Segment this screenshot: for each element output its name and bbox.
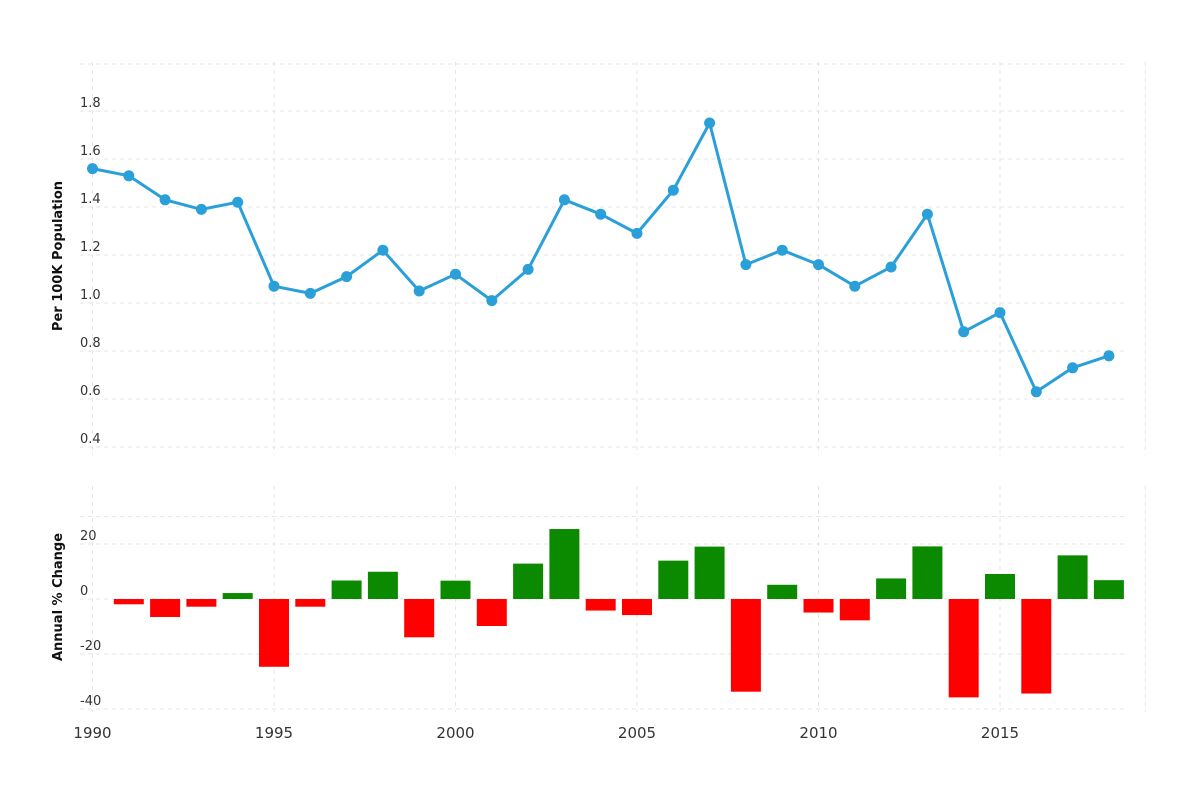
bar-2012 [876, 578, 907, 599]
bar-1998 [367, 571, 398, 599]
bar-2001 [476, 599, 507, 627]
bar-2006 [658, 560, 689, 599]
x-tick-label: 2010 [799, 724, 837, 742]
top-y-tick-label: 1.8 [80, 96, 101, 111]
bar-1993 [186, 599, 217, 607]
top-y-tick-label: 1.4 [80, 192, 101, 207]
top-y-tick-label: 0.4 [80, 432, 101, 447]
bar-1999 [404, 599, 435, 638]
bar-1994 [222, 593, 253, 599]
point-1990 [87, 163, 98, 175]
bar-2013 [912, 546, 943, 599]
x-tick-label: 2000 [436, 724, 474, 742]
bar-2017 [1057, 555, 1088, 599]
bar-2015 [985, 574, 1015, 599]
bar-2010 [803, 599, 834, 613]
point-2017 [1067, 362, 1079, 374]
bar-2018 [1093, 580, 1124, 599]
rate-line-series [87, 117, 1115, 398]
x-axis-ticks: 1990 1995 2000 2005 2010 2015 [73, 724, 1019, 742]
point-2018 [1103, 350, 1115, 362]
point-2012 [885, 261, 897, 273]
point-2007 [704, 117, 716, 129]
bar-2016 [1021, 599, 1052, 694]
x-tick-label: 1990 [73, 724, 111, 742]
point-2001 [486, 295, 498, 307]
point-2016 [1030, 386, 1042, 398]
point-2004 [595, 208, 607, 220]
point-2011 [849, 280, 861, 292]
bottom-y-tick-label: 20 [80, 529, 97, 544]
point-2014 [958, 326, 970, 338]
bar-2004 [585, 599, 616, 611]
top-y-tick-label: 0.8 [80, 336, 101, 351]
bar-2007 [694, 546, 725, 599]
point-1998 [377, 244, 389, 256]
bottom-y-axis-label: Annual % Change [51, 533, 66, 661]
bar-1997 [331, 580, 362, 599]
bar-2002 [513, 563, 544, 599]
bar-2000 [440, 580, 471, 599]
bottom-panel-y-ticks: 20 0 -20 -40 [80, 529, 101, 709]
bar-2014 [948, 599, 979, 698]
point-1991 [123, 170, 135, 182]
bar-1992 [150, 599, 181, 617]
bottom-y-tick-label: -20 [80, 639, 101, 654]
point-1997 [341, 271, 353, 283]
point-2002 [522, 263, 534, 275]
top-y-tick-label: 1.0 [80, 288, 101, 303]
point-2006 [667, 184, 679, 196]
bar-2008 [730, 599, 761, 692]
point-1992 [159, 194, 171, 206]
point-1993 [195, 203, 207, 215]
annual-change-bars [113, 529, 1124, 698]
point-2003 [558, 194, 570, 206]
top-panel-y-ticks: 1.8 1.6 1.4 1.2 1.0 0.8 0.6 0.4 [80, 96, 101, 447]
bar-2003 [549, 529, 580, 599]
point-1994 [232, 196, 244, 208]
point-2008 [740, 259, 752, 271]
top-y-tick-label: 0.6 [80, 384, 101, 399]
top-panel-grid [80, 62, 1146, 455]
bottom-y-tick-label: -40 [80, 694, 101, 709]
x-tick-label: 2015 [981, 724, 1019, 742]
bar-1995 [259, 599, 289, 667]
x-tick-label: 2005 [618, 724, 656, 742]
bar-2005 [622, 599, 652, 616]
bar-1996 [295, 599, 326, 607]
top-y-axis-label: Per 100K Population [51, 181, 66, 331]
bar-2009 [767, 584, 798, 599]
point-1996 [304, 287, 316, 299]
point-1999 [413, 285, 425, 297]
point-2000 [450, 268, 461, 280]
bottom-y-tick-label: 0 [80, 584, 88, 599]
point-1995 [268, 280, 280, 292]
top-y-tick-label: 1.2 [80, 240, 101, 255]
top-y-tick-label: 1.6 [80, 144, 101, 159]
point-2010 [813, 259, 824, 271]
point-2005 [631, 227, 643, 239]
bar-1991 [113, 599, 144, 605]
x-tick-label: 1995 [255, 724, 293, 742]
point-2009 [776, 244, 788, 256]
point-2015 [994, 307, 1006, 319]
point-2013 [921, 208, 933, 220]
bar-2011 [839, 599, 870, 621]
